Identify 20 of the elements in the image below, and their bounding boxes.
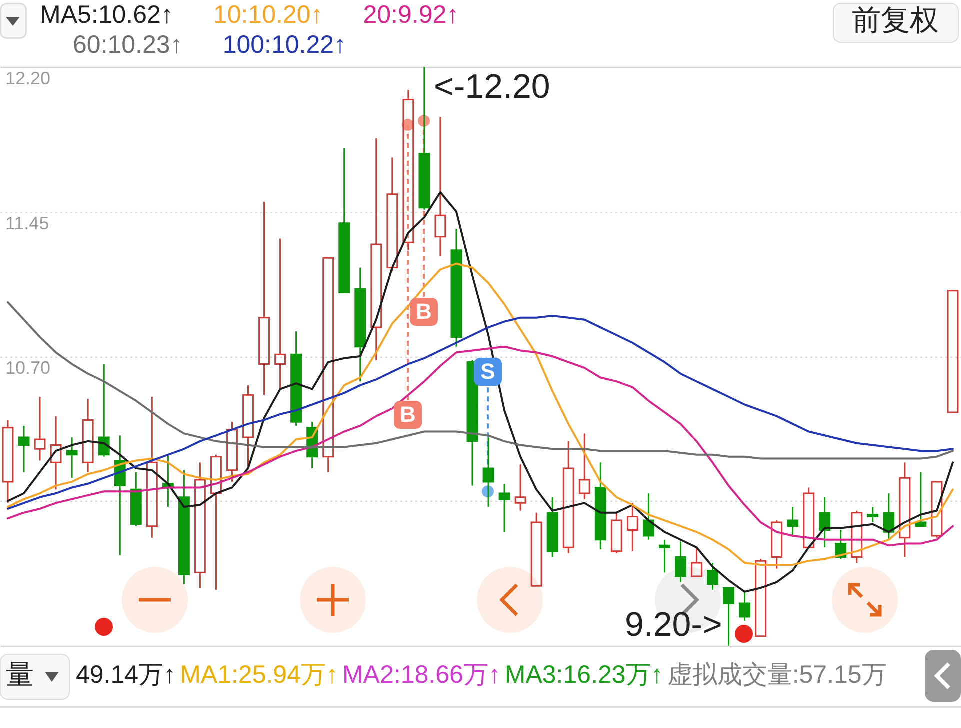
text: 20:9.92↑ xyxy=(363,1,460,30)
text: MA5:10.62↑ xyxy=(40,1,174,30)
annotation: B xyxy=(394,401,422,429)
y-tick-label: 12.20 xyxy=(6,68,51,88)
text: 虚拟成交量:57.15万 xyxy=(667,661,887,690)
annotation: 9.20-> xyxy=(625,606,722,646)
y-tick-label: 11.45 xyxy=(6,213,50,234)
text: 量 xyxy=(6,659,34,692)
text: 60:10.23↑ xyxy=(73,31,183,60)
annotation: <-12.20 xyxy=(434,68,550,108)
y-tick-label: 10.70 xyxy=(6,358,51,378)
text: 49.14万↑ xyxy=(76,661,176,690)
text: 前复权 xyxy=(852,5,939,38)
text: 100:10.22↑ xyxy=(222,31,347,60)
text: MA3:16.23万↑ xyxy=(504,661,664,690)
annotation: S xyxy=(474,358,502,386)
text: 10:10.20↑ xyxy=(213,1,324,30)
text: MA2:18.66万↑ xyxy=(342,661,501,690)
annotation: B xyxy=(410,298,438,326)
text: MA1:25.94万↑ xyxy=(180,661,338,690)
